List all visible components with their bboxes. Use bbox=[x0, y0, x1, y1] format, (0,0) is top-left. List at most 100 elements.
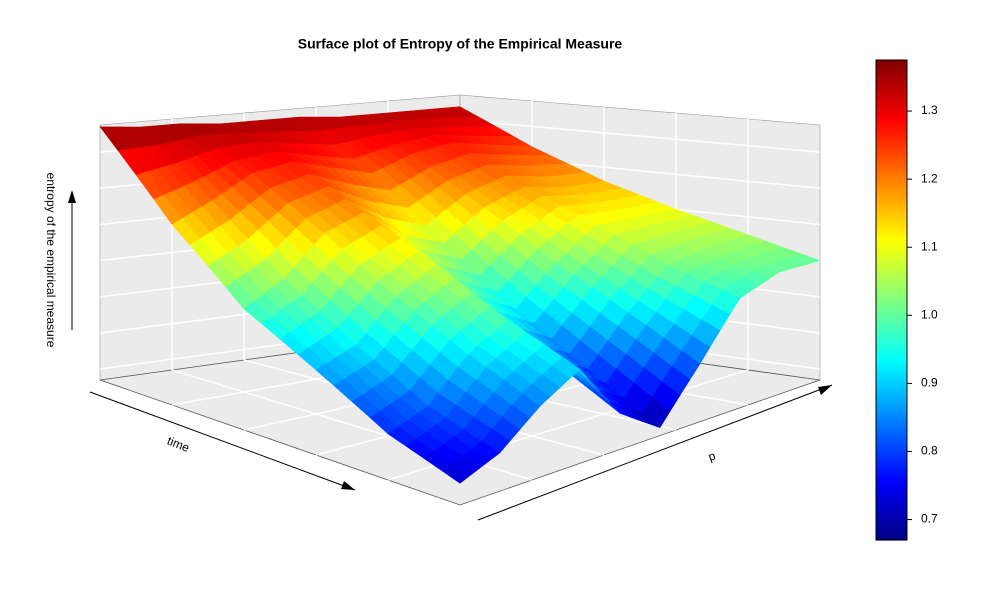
colorbar-step bbox=[876, 328, 907, 333]
colorbar-step bbox=[876, 528, 907, 533]
colorbar-step bbox=[876, 220, 907, 225]
colorbar-step bbox=[876, 344, 907, 349]
colorbar-step bbox=[876, 472, 907, 477]
colorbar-step bbox=[876, 496, 907, 501]
colorbar-step bbox=[876, 288, 907, 293]
colorbar-step bbox=[876, 520, 907, 525]
colorbar-step bbox=[876, 340, 907, 345]
x-axis-label: time bbox=[165, 433, 192, 455]
arrow-head bbox=[341, 481, 355, 490]
colorbar-step bbox=[876, 244, 907, 249]
colorbar-step bbox=[876, 372, 907, 377]
colorbar-step bbox=[876, 444, 907, 449]
surface bbox=[99, 106, 821, 484]
colorbar-step bbox=[876, 360, 907, 365]
surface-facet bbox=[441, 462, 471, 484]
colorbar-step bbox=[876, 212, 907, 217]
colorbar-step bbox=[876, 236, 907, 241]
colorbar-step bbox=[876, 96, 907, 101]
colorbar-step bbox=[876, 120, 907, 125]
colorbar-step bbox=[876, 428, 907, 433]
colorbar-step bbox=[876, 84, 907, 89]
colorbar-step bbox=[876, 168, 907, 173]
colorbar-step bbox=[876, 380, 907, 385]
colorbar-step bbox=[876, 440, 907, 445]
colorbar-step bbox=[876, 180, 907, 185]
colorbar-tick-label: 0.9 bbox=[921, 376, 938, 390]
colorbar-step bbox=[876, 88, 907, 93]
colorbar-step bbox=[876, 332, 907, 337]
colorbar-step bbox=[876, 76, 907, 81]
colorbar-step bbox=[876, 272, 907, 277]
colorbar-step bbox=[876, 364, 907, 369]
colorbar-step bbox=[876, 516, 907, 521]
colorbar-step bbox=[876, 252, 907, 257]
colorbar-step bbox=[876, 432, 907, 437]
colorbar-step bbox=[876, 108, 907, 113]
colorbar-step bbox=[876, 100, 907, 105]
colorbar-step bbox=[876, 376, 907, 381]
colorbar-step bbox=[876, 264, 907, 269]
colorbar-step bbox=[876, 408, 907, 413]
colorbar-step bbox=[876, 512, 907, 517]
p-axis-arrow bbox=[477, 384, 833, 521]
colorbar: 0.7 0.8 0.9 1.0 1.1 1.2 1.3 bbox=[875, 59, 938, 541]
colorbar-step bbox=[876, 452, 907, 457]
colorbar-step bbox=[876, 224, 907, 229]
colorbar-step bbox=[876, 160, 907, 165]
colorbar-step bbox=[876, 480, 907, 485]
colorbar-step bbox=[876, 308, 907, 313]
colorbar-step bbox=[876, 152, 907, 157]
colorbar-step bbox=[876, 80, 907, 85]
colorbar-tick-label: 1.3 bbox=[921, 103, 938, 117]
colorbar-step bbox=[876, 336, 907, 341]
colorbar-step bbox=[876, 128, 907, 133]
colorbar-step bbox=[876, 324, 907, 329]
colorbar-step bbox=[876, 448, 907, 453]
z-axis-label: entropy of the empirical measure bbox=[44, 173, 58, 348]
colorbar-step bbox=[876, 104, 907, 109]
colorbar-step bbox=[876, 504, 907, 509]
colorbar-step bbox=[876, 92, 907, 97]
colorbar-step bbox=[876, 240, 907, 245]
colorbar-step bbox=[876, 144, 907, 149]
colorbar-step bbox=[876, 464, 907, 469]
colorbar-tick-label: 1.0 bbox=[921, 307, 938, 321]
colorbar-frame bbox=[875, 59, 908, 541]
colorbar-step bbox=[876, 124, 907, 129]
colorbar-step bbox=[876, 296, 907, 301]
colorbar-step bbox=[876, 148, 907, 153]
colorbar-step bbox=[876, 348, 907, 353]
colorbar-step bbox=[876, 164, 907, 169]
time-axis-arrow bbox=[89, 391, 356, 491]
colorbar-step bbox=[876, 416, 907, 421]
colorbar-step bbox=[876, 316, 907, 321]
arrow-head bbox=[68, 190, 76, 203]
colorbar-step bbox=[876, 68, 907, 73]
colorbar-step bbox=[876, 196, 907, 201]
colorbar-step bbox=[876, 184, 907, 189]
colorbar-step bbox=[876, 404, 907, 409]
colorbar-step bbox=[876, 500, 907, 505]
colorbar-step bbox=[876, 188, 907, 193]
colorbar-tick-label: 1.2 bbox=[921, 171, 938, 185]
colorbar-step bbox=[876, 424, 907, 429]
colorbar-step bbox=[876, 468, 907, 473]
colorbar-tick-label: 1.1 bbox=[921, 239, 938, 253]
colorbar-step bbox=[876, 284, 907, 289]
colorbar-step bbox=[876, 192, 907, 197]
colorbar-step bbox=[876, 492, 907, 497]
colorbar-step bbox=[876, 460, 907, 465]
colorbar-step bbox=[876, 172, 907, 177]
colorbar-step bbox=[876, 116, 907, 121]
colorbar-step bbox=[876, 396, 907, 401]
colorbar-tick-label: 0.7 bbox=[921, 512, 938, 526]
colorbar-step bbox=[876, 72, 907, 77]
colorbar-step bbox=[876, 176, 907, 181]
colorbar-step bbox=[876, 484, 907, 489]
colorbar-step bbox=[876, 216, 907, 221]
colorbar-step bbox=[876, 228, 907, 233]
colorbar-step bbox=[876, 136, 907, 141]
colorbar-step bbox=[876, 280, 907, 285]
colorbar-step bbox=[876, 292, 907, 297]
